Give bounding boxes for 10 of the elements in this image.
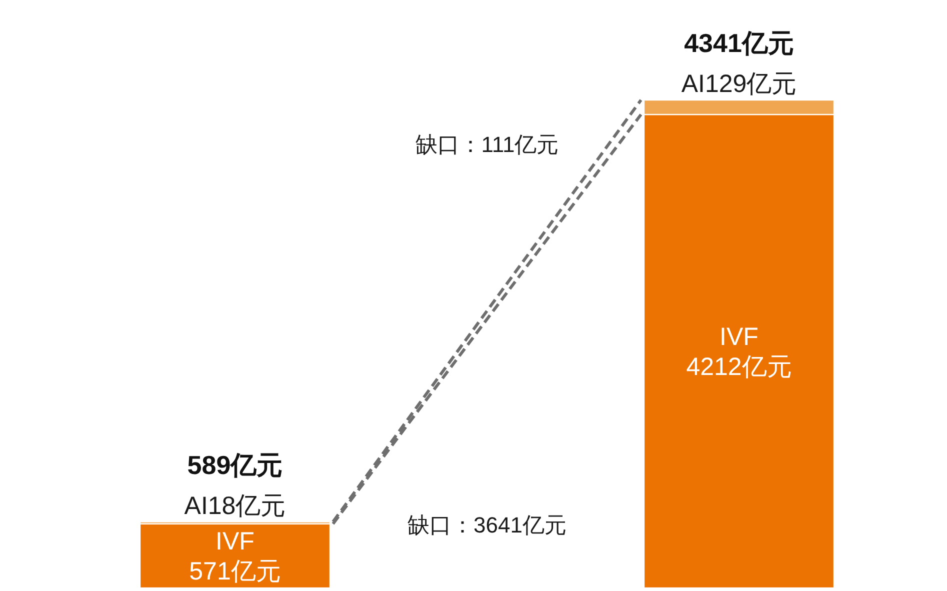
annotation: 缺口：111亿元: [415, 132, 559, 157]
text: AI129亿元: [681, 70, 797, 98]
text: IVF: [720, 323, 758, 351]
text: AI18亿元: [184, 492, 286, 520]
series-label: IVF: [216, 528, 254, 556]
annotation: 缺口：3641亿元: [408, 512, 566, 538]
total-label: 589亿元: [187, 450, 283, 480]
data-label: 571亿元: [189, 558, 281, 586]
total-label: 4341亿元: [684, 28, 794, 58]
data-label: 4212亿元: [686, 353, 792, 381]
